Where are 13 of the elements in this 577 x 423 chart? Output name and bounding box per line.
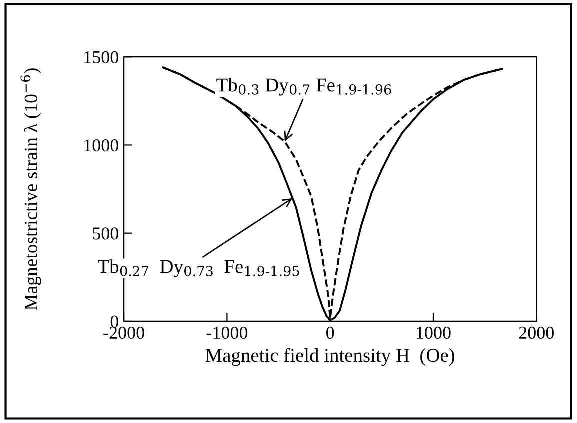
- x-tick-label: 0: [326, 326, 334, 340]
- annotation: Tb$_{0.3}$ Dy$_{0.7}$ Fe$_{1.9‑1.96}$: [216, 78, 392, 96]
- y-tick-label: 0: [110, 316, 119, 328]
- x-tick-label: -1000: [206, 326, 248, 340]
- annotation: Tb$_{0.27}$ Dy$_{0.73}$ Fe$_{1.9‑1.95}$: [98, 260, 300, 278]
- y-axis-title: Magnetostrictive strain λ (10$^{−6}$): [20, 68, 42, 310]
- x-axis-title: Magnetic field intensity H (Oe): [206, 348, 454, 366]
- x-tick-label: 2000: [519, 326, 554, 340]
- x-tick-label: 1000: [417, 326, 451, 340]
- y-tick-label: 1000: [84, 139, 119, 152]
- x-tick-label: -2000: [104, 326, 144, 340]
- y-tick-label: 500: [93, 228, 119, 240]
- y-tick-label: 1500: [84, 51, 119, 64]
